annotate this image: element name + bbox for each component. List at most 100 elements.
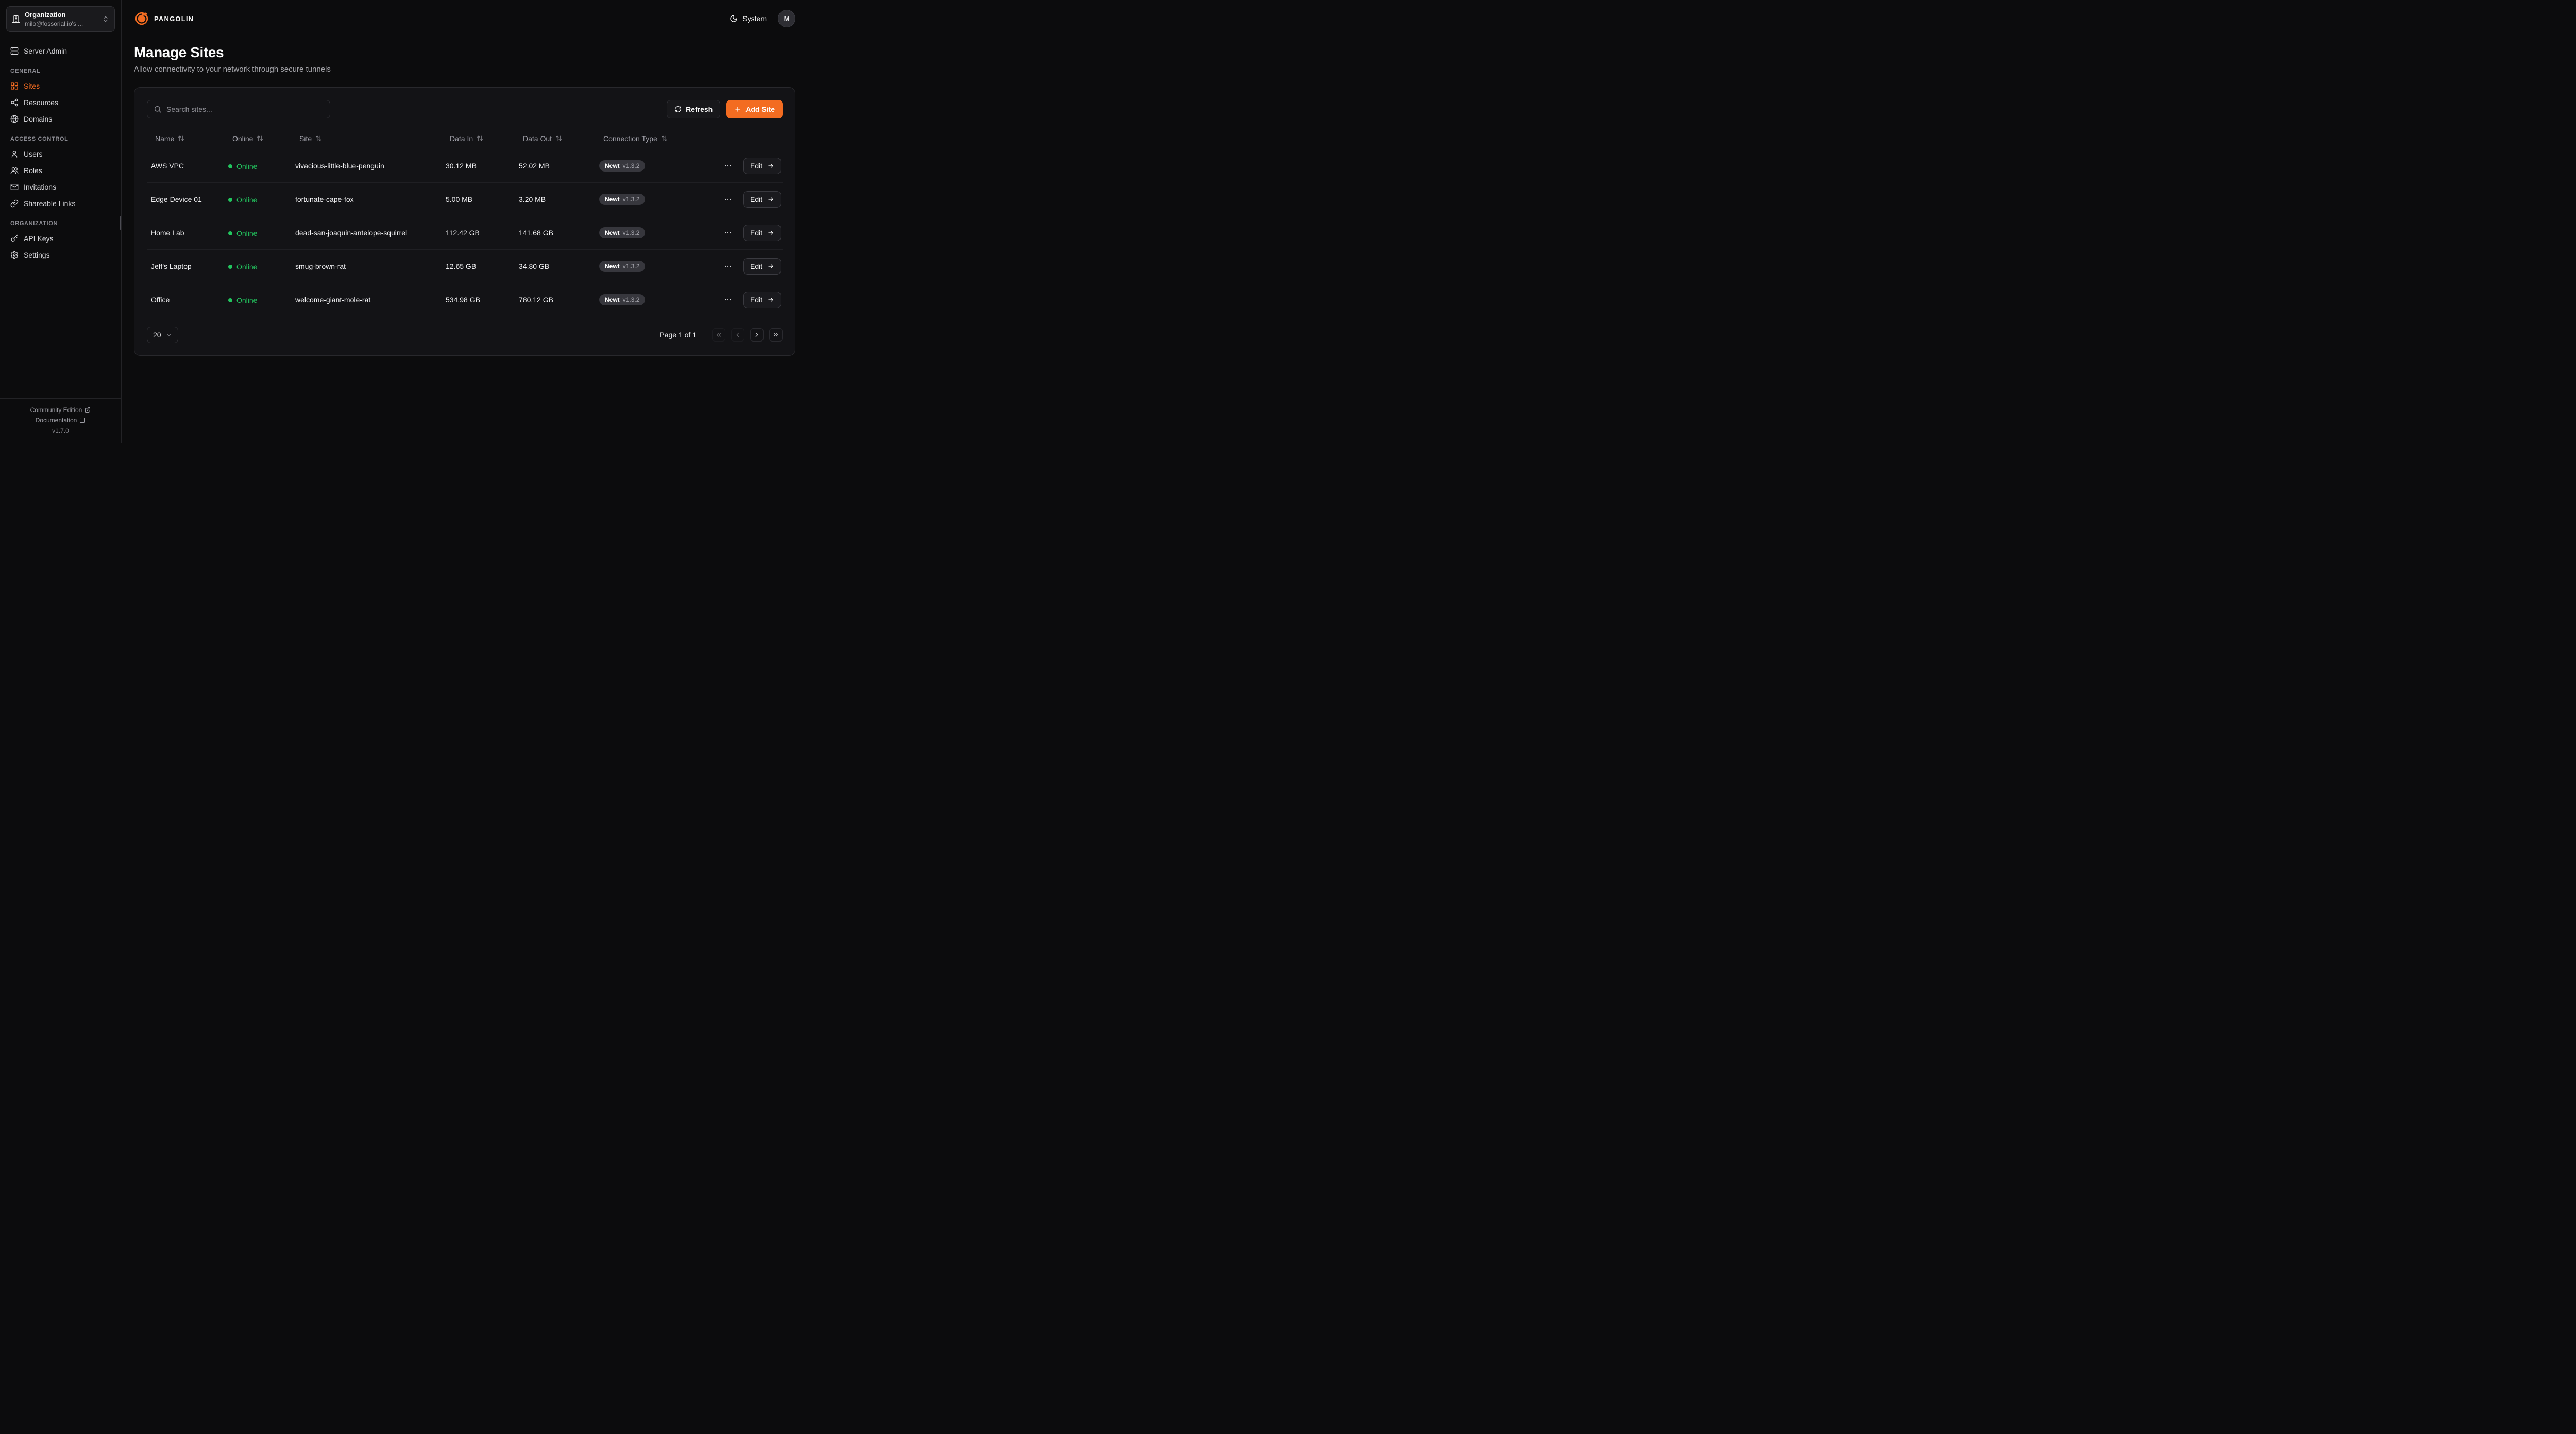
status-label: Online (236, 162, 258, 170)
documentation-link[interactable]: Documentation (4, 415, 117, 425)
avatar[interactable]: M (778, 10, 795, 27)
avatar-initial: M (784, 14, 790, 23)
table-row: Edge Device 01 Online fortunate-cape-fox… (147, 183, 783, 216)
sidebar-footer: Community Edition Documentation v1.7.0 (0, 398, 121, 443)
server-icon (10, 47, 19, 55)
pagination-controls (712, 328, 783, 342)
community-edition-link[interactable]: Community Edition (4, 405, 117, 415)
users-icon (10, 167, 19, 174)
ellipsis-icon (725, 265, 731, 267)
edit-button[interactable]: Edit (743, 158, 782, 174)
org-picker[interactable]: Organization milo@fossorial.io's ... (6, 6, 115, 32)
row-menu-button[interactable] (722, 193, 734, 206)
sidebar-item-shareable-links[interactable]: Shareable Links (6, 196, 115, 211)
refresh-button[interactable]: Refresh (667, 100, 721, 118)
arrow-right-icon (768, 297, 773, 302)
edit-button[interactable]: Edit (743, 191, 782, 208)
data-out-value: 34.80 GB (519, 262, 550, 270)
chevrons-left-icon (716, 333, 721, 337)
sites-table: Name Online Site Data In (147, 128, 783, 316)
connection-version: v1.3.2 (622, 195, 640, 203)
pangolin-logo-icon (135, 12, 148, 25)
community-edition-label: Community Edition (30, 406, 82, 414)
connection-name: Newt (605, 162, 620, 169)
edit-button[interactable]: Edit (743, 258, 782, 275)
next-page-button[interactable] (750, 328, 764, 342)
sidebar-item-domains[interactable]: Domains (6, 111, 115, 127)
column-header-online[interactable]: Online (224, 134, 291, 143)
sidebar-item-settings[interactable]: Settings (6, 247, 115, 263)
site-name: Edge Device 01 (151, 195, 202, 203)
card-toolbar: Refresh Add Site (147, 100, 783, 118)
ellipsis-icon (725, 232, 731, 234)
first-page-button[interactable] (712, 328, 725, 342)
column-header-connection-type[interactable]: Connection Type (595, 134, 718, 143)
sidebar-item-label: Settings (24, 250, 50, 259)
row-menu-button[interactable] (722, 227, 734, 239)
sidebar-item-sites[interactable]: Sites (6, 78, 115, 94)
connection-type-badge: Newt v1.3.2 (599, 193, 646, 206)
edit-button[interactable]: Edit (743, 225, 782, 241)
table-row: Home Lab Online dead-san-joaquin-antelop… (147, 216, 783, 250)
status-badge: Online (228, 296, 257, 304)
row-actions: Edit (718, 183, 785, 216)
building-icon (12, 15, 20, 23)
column-label: Online (232, 134, 253, 143)
column-label: Name (155, 134, 175, 143)
data-out-value: 52.02 MB (519, 162, 550, 170)
page-subtitle: Allow connectivity to your network throu… (134, 65, 331, 74)
connection-name: Newt (605, 296, 620, 303)
edit-button[interactable]: Edit (743, 292, 782, 308)
connection-version: v1.3.2 (622, 229, 640, 236)
org-picker-subtitle: milo@fossorial.io's ... (25, 20, 83, 27)
sort-icon (556, 135, 562, 141)
sidebar-item-roles[interactable]: Roles (6, 163, 115, 178)
main-area: PANGOLIN System M Manage Sites Allow con… (122, 0, 808, 443)
status-label: Online (236, 296, 258, 304)
row-menu-button[interactable] (722, 260, 734, 272)
sidebar-item-label: Resources (24, 98, 58, 107)
data-out-value: 3.20 MB (519, 195, 546, 203)
arrow-right-icon (768, 163, 773, 168)
row-menu-button[interactable] (722, 160, 734, 172)
ellipsis-icon (725, 198, 731, 200)
section-label-access-control: ACCESS CONTROL (10, 135, 69, 142)
section-label-organization: ORGANIZATION (10, 220, 58, 227)
row-actions: Edit (718, 250, 785, 283)
last-page-button[interactable] (769, 328, 783, 342)
online-dot-icon (228, 231, 232, 235)
edit-label: Edit (750, 262, 763, 270)
sidebar-item-resources[interactable]: Resources (6, 95, 115, 110)
row-menu-button[interactable] (722, 294, 734, 306)
previous-page-button[interactable] (731, 328, 744, 342)
theme-toggle[interactable]: System (730, 14, 767, 23)
sidebar-item-label: Sites (24, 81, 40, 90)
sidebar-item-server-admin[interactable]: Server Admin (6, 43, 115, 59)
column-header-data-out[interactable]: Data Out (515, 134, 595, 143)
status-badge: Online (228, 196, 257, 204)
sidebar-item-invitations[interactable]: Invitations (6, 179, 115, 195)
site-name: Jeff's Laptop (151, 262, 192, 270)
sidebar-item-users[interactable]: Users (6, 146, 115, 162)
data-in-value: 30.12 MB (446, 162, 477, 170)
arrow-right-icon (768, 264, 773, 269)
column-header-site[interactable]: Site (291, 134, 442, 143)
sidebar-item-api-keys[interactable]: API Keys (6, 231, 115, 246)
column-header-name[interactable]: Name (147, 134, 224, 143)
sort-icon (477, 135, 483, 141)
connection-version: v1.3.2 (622, 296, 640, 303)
sort-icon (178, 135, 184, 141)
sidebar-scrollbar-thumb[interactable] (120, 216, 121, 230)
chevron-down-icon (167, 334, 171, 336)
connection-name: Newt (605, 195, 620, 203)
moon-icon (730, 15, 737, 22)
site-slug: welcome-giant-mole-rat (295, 296, 371, 304)
sidebar-item-label: Shareable Links (24, 199, 76, 208)
ellipsis-icon (725, 165, 731, 167)
add-site-button[interactable]: Add Site (726, 100, 783, 118)
data-in-value: 5.00 MB (446, 195, 473, 203)
page-size-select[interactable]: 20 (147, 327, 178, 343)
column-header-data-in[interactable]: Data In (442, 134, 515, 143)
search-input[interactable] (166, 105, 324, 113)
status-badge: Online (228, 263, 257, 271)
